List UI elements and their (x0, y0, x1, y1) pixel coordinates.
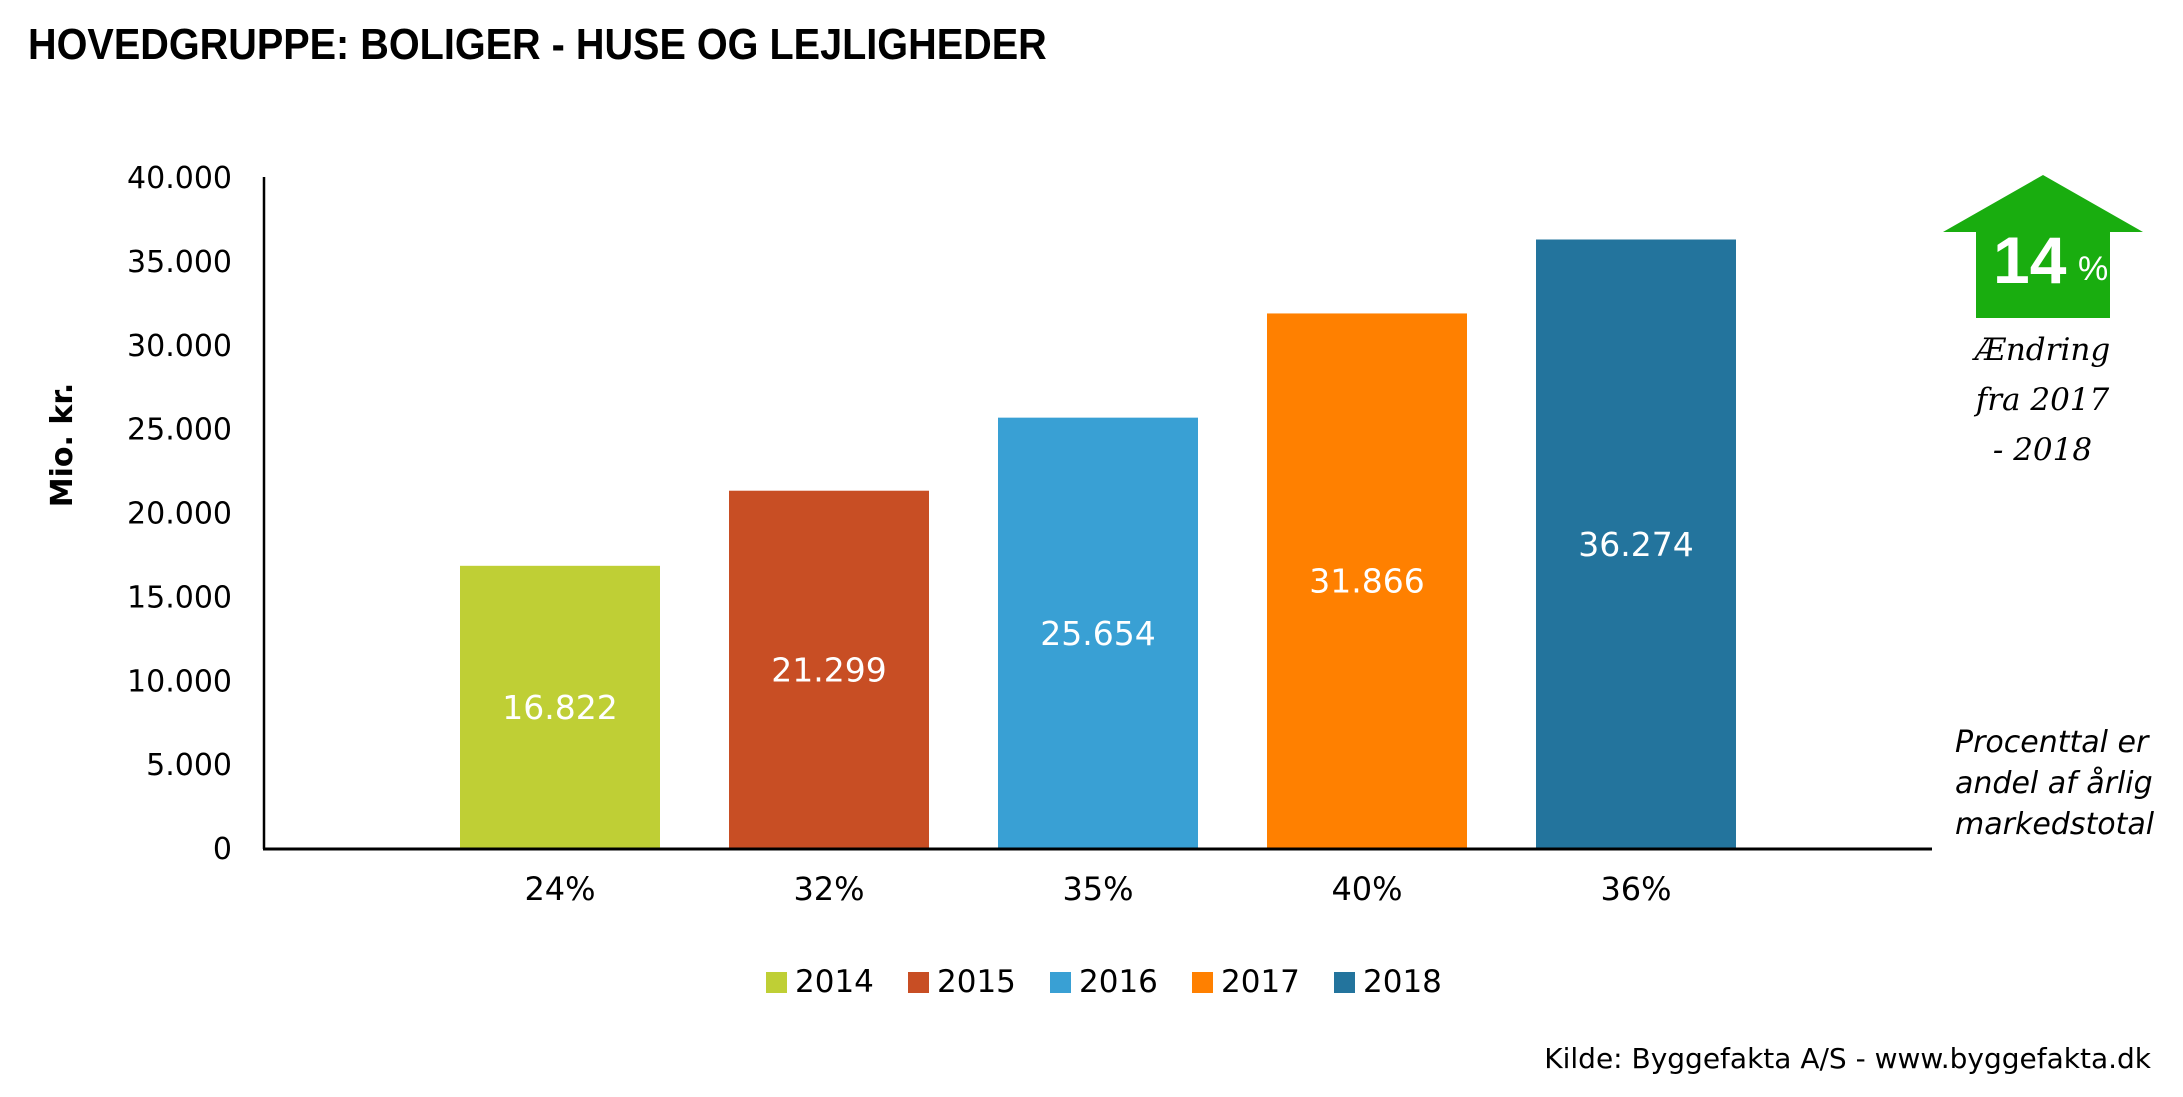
source-credit: Kilde: Byggefakta A/S - www.byggefakta.d… (1544, 1042, 2151, 1075)
share-label: 40% (1331, 870, 1402, 908)
change-caption: Ændring fra 2017 - 2018 (1955, 325, 2130, 475)
note-line: andel af årlig (1955, 766, 2153, 801)
y-tick-label: 25.000 (127, 413, 232, 448)
legend-label: 2017 (1221, 964, 1300, 1000)
legend-swatch (1192, 971, 1213, 993)
legend-item-2014: 2014 (766, 964, 908, 1000)
y-tick-label: 0 (213, 832, 232, 867)
legend-swatch (1050, 971, 1071, 993)
percent-note: Procenttal er andel af årlig markedstota… (1955, 722, 2154, 845)
y-tick-label: 5.000 (146, 748, 232, 783)
bar-value-label: 21.299 (771, 650, 886, 689)
bar-value-label: 16.822 (502, 688, 617, 727)
bar-2014 (460, 565, 660, 848)
legend-swatch (1334, 971, 1355, 993)
change-caption-line: Ændring (1974, 332, 2111, 368)
legend-item-2018: 2018 (1334, 964, 1476, 1000)
chart-title: HOVEDGRUPPE: BOLIGER - HUSE OG LEJLIGHED… (28, 20, 1047, 69)
up-arrow-icon (1943, 175, 2143, 318)
share-labels: 24% 32% 35% 40% 36% (524, 870, 1671, 908)
legend-swatch (908, 971, 929, 993)
bar-2015 (729, 490, 929, 848)
legend-label: 2016 (1079, 964, 1158, 1000)
legend-swatch (766, 971, 787, 993)
legend-label: 2015 (937, 964, 1016, 1000)
y-tick-label: 15.000 (127, 580, 232, 615)
change-caption-line: fra 2017 (1975, 382, 2110, 418)
bar-2018 (1536, 239, 1736, 848)
y-tick-label: 10.000 (127, 664, 232, 699)
bar-value-label: 25.654 (1040, 614, 1155, 653)
legend-item-2016: 2016 (1050, 964, 1192, 1000)
change-value: 14 (1993, 223, 2067, 297)
legend-item-2017: 2017 (1192, 964, 1334, 1000)
y-axis-ticks: 0 5.000 10.000 15.000 20.000 25.000 30.000 35.0… (127, 161, 232, 867)
note-line: markedstotal (1955, 807, 2155, 842)
bar-2016 (998, 417, 1198, 848)
share-label: 32% (793, 870, 864, 908)
legend-label: 2014 (795, 964, 874, 1000)
y-tick-label: 20.000 (127, 497, 232, 532)
legend-label: 2018 (1363, 964, 1442, 1000)
change-caption-line: - 2018 (1992, 432, 2093, 468)
bars: 16.822 21.299 25.654 31.866 36.274 (460, 239, 1736, 848)
bar-2017 (1267, 313, 1467, 848)
y-tick-label: 40.000 (127, 161, 232, 196)
y-tick-label: 35.000 (127, 245, 232, 280)
y-axis-label: Mio. kr. (45, 383, 80, 507)
share-label: 35% (1062, 870, 1133, 908)
legend-item-2015: 2015 (908, 964, 1050, 1000)
bar-value-label: 31.866 (1309, 562, 1424, 601)
change-unit: % (2078, 250, 2109, 288)
share-label: 24% (524, 870, 595, 908)
legend: 2014 2015 2016 2017 2018 (766, 964, 1476, 1000)
note-line: Procenttal er (1955, 725, 2149, 760)
y-tick-label: 30.000 (127, 329, 232, 364)
share-label: 36% (1600, 870, 1671, 908)
bar-value-label: 36.274 (1578, 525, 1693, 564)
